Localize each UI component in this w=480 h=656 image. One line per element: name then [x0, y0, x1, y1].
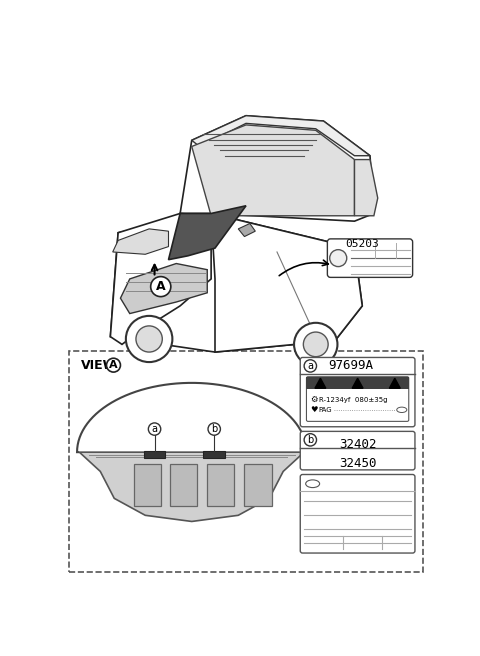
Polygon shape [180, 115, 374, 221]
Polygon shape [120, 264, 207, 314]
Text: A: A [109, 360, 118, 370]
Bar [244, 464, 272, 506]
Text: PAG: PAG [319, 407, 333, 413]
Text: A: A [156, 280, 166, 293]
FancyBboxPatch shape [300, 432, 415, 470]
FancyBboxPatch shape [306, 377, 409, 421]
Bar [170, 464, 197, 506]
Text: R-1234yf  080±35g: R-1234yf 080±35g [319, 397, 387, 403]
Polygon shape [110, 213, 211, 344]
Circle shape [107, 358, 120, 372]
Bar [306, 377, 409, 389]
Circle shape [304, 359, 316, 372]
Text: a: a [307, 361, 313, 371]
Polygon shape [238, 224, 255, 237]
Polygon shape [192, 125, 355, 216]
Circle shape [303, 332, 328, 357]
Circle shape [136, 326, 162, 352]
Ellipse shape [397, 407, 407, 413]
Bar [144, 451, 166, 459]
Polygon shape [211, 213, 362, 352]
Polygon shape [315, 379, 326, 388]
Circle shape [208, 423, 220, 435]
Text: 32402
32450: 32402 32450 [340, 438, 377, 470]
Text: ♥: ♥ [311, 405, 318, 415]
Text: ⚙: ⚙ [311, 396, 318, 404]
Polygon shape [168, 206, 246, 260]
Polygon shape [110, 213, 362, 352]
Circle shape [151, 277, 171, 297]
Polygon shape [113, 229, 168, 255]
Text: 05203: 05203 [346, 239, 379, 249]
Text: b: b [307, 435, 313, 445]
Text: b: b [211, 424, 217, 434]
FancyBboxPatch shape [300, 474, 415, 553]
Text: a: a [152, 424, 157, 434]
Text: 97699A: 97699A [328, 359, 373, 373]
Circle shape [304, 434, 316, 446]
Bar [69, 352, 423, 571]
Circle shape [148, 423, 161, 435]
Circle shape [126, 316, 172, 362]
Polygon shape [389, 379, 400, 388]
Circle shape [294, 323, 337, 366]
FancyBboxPatch shape [327, 239, 413, 277]
Text: VIEW: VIEW [81, 359, 117, 372]
Bar [207, 464, 234, 506]
Bar [204, 451, 225, 459]
FancyBboxPatch shape [300, 358, 415, 427]
Polygon shape [192, 115, 370, 155]
Ellipse shape [306, 480, 320, 487]
Bar [133, 464, 161, 506]
Circle shape [330, 250, 347, 266]
Polygon shape [352, 379, 363, 388]
Polygon shape [355, 159, 378, 216]
Polygon shape [79, 452, 304, 522]
